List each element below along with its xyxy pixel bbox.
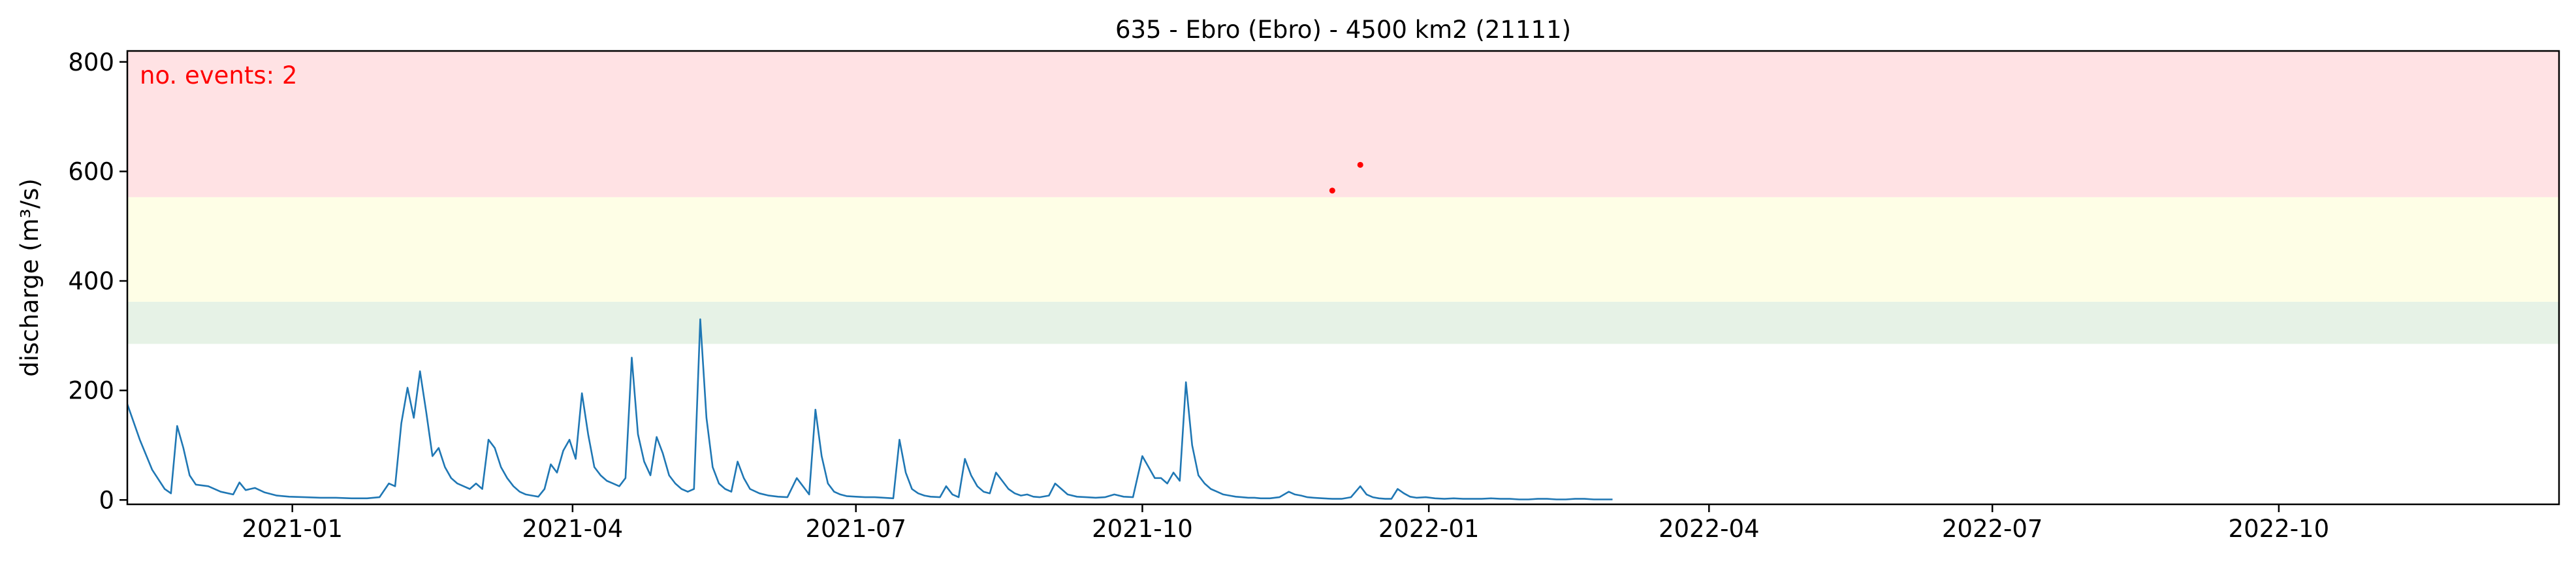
x-tick-label: 2022-01 (1378, 515, 1480, 543)
x-tick-label: 2021-01 (242, 515, 343, 543)
x-tick-label: 2022-04 (1659, 515, 1760, 543)
threshold-band-1 (127, 301, 2559, 344)
event-markers (1329, 161, 1363, 194)
y-tick-label: 0 (99, 486, 114, 514)
plot-frame (126, 50, 2560, 506)
x-tick-label: 2022-07 (1942, 515, 2043, 543)
y-tick-label: 600 (68, 157, 114, 186)
threshold-bands (127, 51, 2559, 344)
y-axis: 0 200 400 600 800 (68, 48, 127, 514)
y-tick-label: 400 (68, 267, 114, 295)
x-tick-label: 2021-07 (805, 515, 906, 543)
discharge-series-line (127, 318, 1613, 500)
threshold-band-2 (127, 197, 2559, 302)
x-tick-label: 2021-10 (1092, 515, 1193, 543)
y-axis-label: discharge (m³/s) (16, 178, 44, 377)
chart-title: 635 - Ebro (Ebro) - 4500 km2 (21111) (1115, 16, 1571, 44)
threshold-band-3 (127, 51, 2559, 197)
events-annotation: no. events: 2 (140, 61, 297, 89)
x-tick-label: 2022-10 (2229, 515, 2330, 543)
y-tick-label: 200 (68, 377, 114, 405)
x-tick-label: 2021-04 (522, 515, 624, 543)
event-marker-2 (1357, 161, 1363, 168)
y-tick-label: 800 (68, 48, 114, 76)
event-marker-1 (1329, 187, 1335, 194)
x-axis: 2021-01 2021-04 2021-07 2021-10 2022-01 2022-… (242, 504, 2329, 543)
